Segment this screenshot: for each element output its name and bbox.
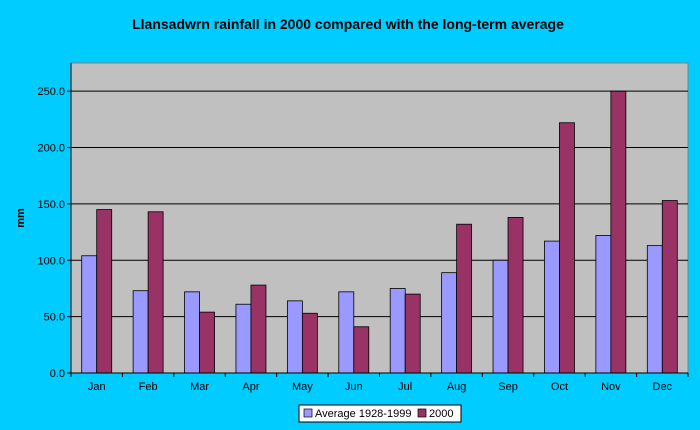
bar-2000-may: [301, 312, 318, 374]
legend-swatch-2000: [417, 408, 427, 418]
y-tick-label: 250.0: [37, 86, 65, 98]
x-tick-label: Apr: [242, 381, 259, 393]
y-axis: 0.0 50.0 100.0 150.0 200.0 250.0: [37, 63, 72, 380]
bar-average-jun: [338, 291, 355, 374]
y-tick-label: 50.0: [44, 312, 65, 324]
x-tick-label: Sep: [498, 381, 518, 393]
bar-average-mar: [184, 291, 200, 374]
legend-label-2000: 2000: [429, 408, 453, 420]
y-tick-label: 0.0: [50, 368, 65, 380]
x-tick-label: Dec: [653, 381, 673, 393]
bar-2000-mar: [199, 311, 215, 374]
x-tick-label: Mar: [190, 381, 209, 393]
y-tick-label: 200.0: [37, 143, 65, 155]
legend: Average 1928-1999 2000: [298, 404, 462, 423]
legend-swatch-average: [303, 408, 313, 418]
chart-title: Llansadwrn rainfall in 2000 compared wit…: [132, 16, 564, 32]
y-tick-label: 150.0: [37, 199, 65, 211]
y-tick-label: 100.0: [37, 255, 65, 267]
bar-average-aug: [441, 272, 458, 374]
bar-average-may: [286, 300, 303, 374]
plot-area: [70, 62, 689, 374]
x-tick-label: Nov: [601, 381, 621, 393]
bar-2000-jun: [353, 326, 370, 374]
bar-2000-dec: [661, 200, 678, 374]
bar-average-apr: [235, 303, 252, 374]
bar-average-jul: [389, 288, 406, 374]
x-axis: Jan Feb Mar Apr May Jun Jul Aug Sep Oct Nov Dec: [70, 372, 689, 393]
bar-average-dec: [646, 245, 663, 374]
bar-2000-oct: [559, 122, 575, 374]
bar-2000-feb: [147, 211, 164, 374]
bar-2000-aug: [456, 223, 473, 374]
x-tick-label: Aug: [447, 381, 467, 393]
x-tick-label: Oct: [551, 381, 568, 393]
bar-2000-jul: [404, 293, 421, 374]
x-tick-label: Feb: [139, 381, 158, 393]
bar-2000-sep: [507, 217, 524, 374]
gridlines: [71, 90, 688, 318]
y-axis-title: mm: [15, 208, 27, 228]
x-tick-label: Jun: [345, 381, 363, 393]
x-tick-label: Jan: [88, 381, 106, 393]
bar-2000-nov: [610, 90, 627, 374]
bar-average-sep: [492, 259, 509, 374]
x-tick-label: Jul: [398, 381, 412, 393]
bar-average-oct: [544, 240, 560, 374]
bar-2000-apr: [250, 284, 267, 374]
legend-label-average: Average 1928-1999: [315, 408, 411, 420]
bar-average-jan: [81, 255, 98, 374]
x-tick-label: May: [292, 381, 313, 393]
bar-2000-jan: [96, 209, 113, 374]
bar-average-nov: [595, 235, 612, 374]
bar-average-feb: [132, 290, 149, 374]
